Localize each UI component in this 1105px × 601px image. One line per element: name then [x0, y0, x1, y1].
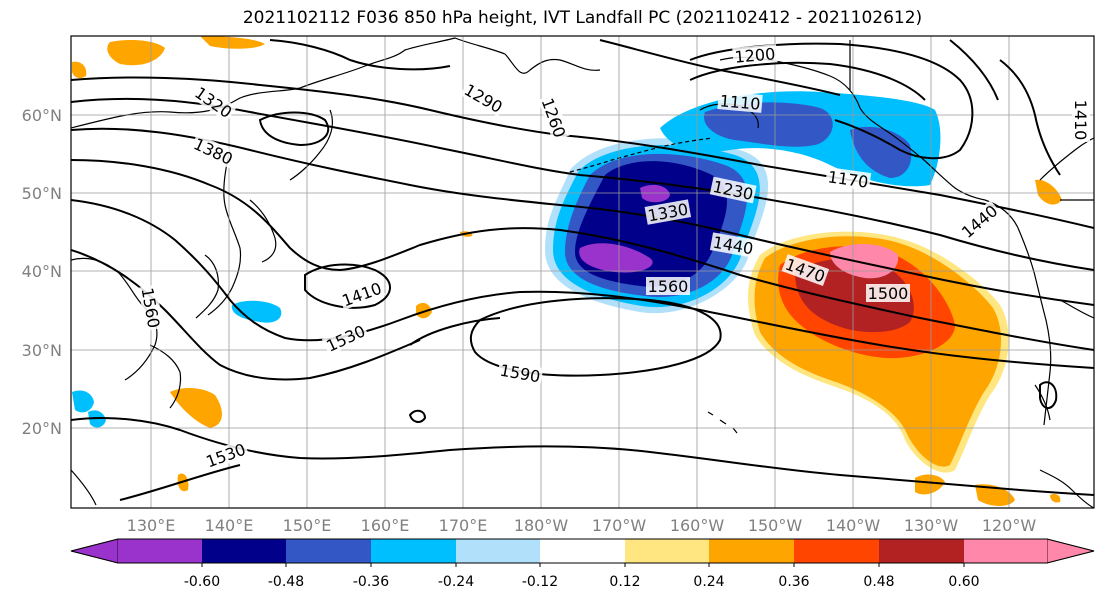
contour-label: 1200	[732, 44, 778, 67]
longitude-label: 150°E	[283, 516, 332, 535]
longitude-label: 160°E	[361, 516, 410, 535]
colorbar-tick-label: -0.48	[268, 574, 304, 590]
longitude-label: 180°W	[514, 516, 569, 535]
colorbar-segment	[456, 539, 540, 563]
map-frame	[70, 35, 1095, 509]
colorbar-tick-label: -0.12	[522, 574, 558, 590]
colorbar-tick-label: 0.12	[609, 574, 640, 590]
colorbar-tick-label: -0.24	[438, 574, 474, 590]
colorbar-tick-label: 0.24	[693, 574, 724, 590]
colorbar-tick-label: 0.60	[948, 574, 979, 590]
latitude-labels: 60°N 50°N 40°N 30°N 20°N	[22, 106, 62, 438]
contour-label: 1560	[646, 277, 690, 296]
latitude-label: 50°N	[22, 184, 62, 203]
svg-text:1200: 1200	[734, 44, 776, 66]
colorbar-tick-label: 0.36	[778, 574, 809, 590]
svg-text:1410: 1410	[1071, 100, 1090, 141]
svg-text:1560: 1560	[648, 277, 689, 296]
graticule	[71, 36, 1094, 508]
colorbar-segment	[879, 539, 964, 563]
contour-label: 1410	[1071, 98, 1090, 142]
longitude-label: 170°W	[592, 516, 647, 535]
colorbar-outline	[70, 538, 1095, 564]
contour-label: 1110	[717, 91, 763, 114]
svg-text:1110: 1110	[719, 91, 761, 113]
negative-anomaly-region	[72, 91, 941, 428]
latitude-label: 40°N	[22, 262, 62, 281]
longitude-label: 140°W	[826, 516, 881, 535]
longitude-label: 140°E	[205, 516, 254, 535]
contour-label: 1500	[866, 284, 910, 303]
colorbar-segment	[540, 539, 625, 563]
colorbar-segment	[625, 539, 709, 563]
colorbar-segment	[964, 539, 1047, 563]
longitude-label: 120°W	[982, 516, 1037, 535]
colorbar-tick-label: 0.48	[863, 574, 894, 590]
colorbar-tick-label: -0.60	[184, 574, 220, 590]
colorbar-segment	[794, 539, 879, 563]
colorbar-segment	[286, 539, 371, 563]
colorbar-extend-min	[70, 538, 119, 564]
latitude-label: 60°N	[22, 106, 62, 125]
longitude-label: 130°W	[904, 516, 959, 535]
colorbar-extend-max	[1046, 538, 1095, 564]
longitude-label: 160°W	[670, 516, 725, 535]
colorbar-segment	[371, 539, 456, 563]
colorbar-segment	[709, 539, 794, 563]
colorbar-segment	[118, 539, 202, 563]
svg-text:1500: 1500	[868, 284, 909, 303]
colorbar: -0.60 -0.48 -0.36 -0.24 -0.12 0.12 0.24 0.36 0.4…	[70, 538, 1095, 590]
colorbar-segment	[202, 539, 286, 563]
longitude-label: 170°E	[439, 516, 488, 535]
latitude-label: 20°N	[22, 419, 62, 438]
longitude-label: 130°E	[127, 516, 176, 535]
map-title: 2021102112 F036 850 hPa height, IVT Land…	[242, 8, 923, 28]
longitude-labels: 130°E 140°E 150°E 160°E 170°E 180°W 170°W 160°W…	[127, 516, 1037, 535]
colorbar-tick-label: -0.36	[353, 574, 389, 590]
contour-label: 1330	[644, 199, 692, 225]
longitude-label: 150°W	[748, 516, 803, 535]
latitude-label: 30°N	[22, 341, 62, 360]
